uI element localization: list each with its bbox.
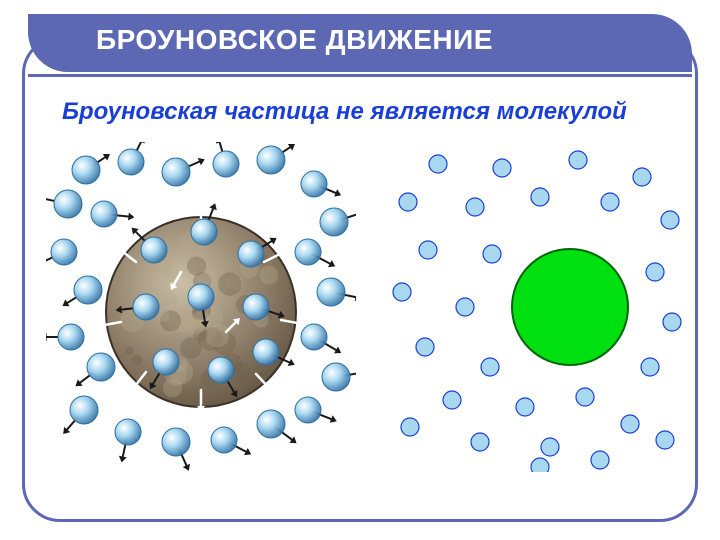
page-title: БРОУНОВСКОЕ ДВИЖЕНИЕ [96, 24, 493, 56]
subtitle-text: Броуновская частица не является молекуло… [62, 98, 627, 126]
diagram-right [380, 142, 690, 472]
diagram-left [46, 142, 356, 472]
title-underline [28, 74, 692, 77]
